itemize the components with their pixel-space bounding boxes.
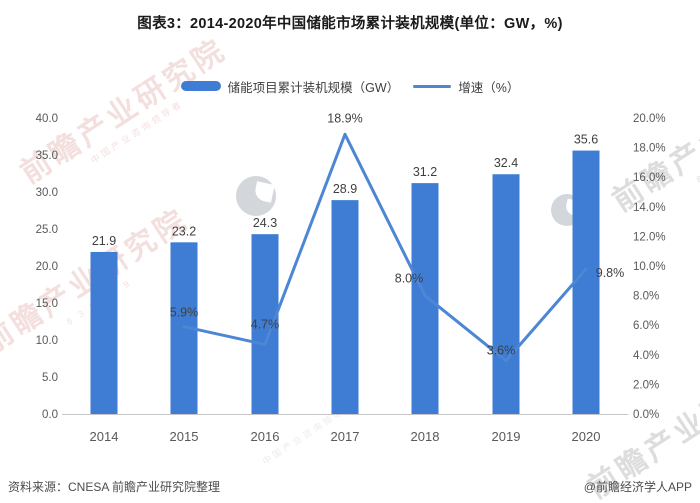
bar-value-label: 23.2	[172, 224, 196, 238]
line-value-label: 8.0%	[395, 272, 424, 286]
bar-value-label: 32.4	[494, 156, 518, 170]
bar	[411, 183, 439, 414]
chart-canvas: 0.0 5.0 10.0 15.0 20.0 25.0 30.0 35.0 40.0 0.0% 2.…	[36, 111, 666, 444]
x-axis-label: 2018	[411, 429, 440, 444]
line-value-label: 5.9%	[170, 306, 199, 320]
credit-note: @前瞻经济学人APP	[583, 480, 692, 494]
left-axis-tick: 0.0	[42, 409, 58, 421]
left-axis-tick: 40.0	[36, 113, 58, 125]
legend-item-bar-series: 储能项目累计装机规模（GW）	[180, 77, 400, 96]
chart-legend: 储能项目累计装机规模（GW） 增速（%）	[0, 76, 700, 96]
bar	[90, 251, 118, 414]
line-value-label: 3.6%	[487, 344, 516, 358]
bar	[331, 200, 359, 414]
bar-value-label: 31.2	[413, 165, 437, 179]
left-axis-tick: 35.0	[36, 150, 58, 162]
right-axis-tick: 2.0%	[633, 379, 659, 391]
bar-value-label: 35.6	[574, 133, 598, 147]
bar-value-label: 24.3	[253, 216, 277, 230]
line-value-label: 9.8%	[596, 266, 625, 280]
right-axis-tick: 4.0%	[633, 350, 659, 362]
x-axis-label: 2019	[492, 429, 521, 444]
line-series-swatch-icon	[413, 84, 452, 88]
right-axis-tick: 16.0%	[633, 172, 666, 184]
bar-series-swatch-icon	[180, 81, 221, 91]
right-axis-tick: 0.0%	[633, 409, 659, 421]
legend-label: 储能项目累计装机规模（GW）	[227, 80, 400, 95]
right-axis-tick: 12.0%	[633, 231, 666, 243]
right-axis-tick: 6.0%	[633, 320, 659, 332]
growth-line	[182, 132, 588, 363]
left-axis-tick: 5.0	[42, 372, 58, 384]
legend-item-line-series: 增速（%）	[413, 77, 519, 96]
left-axis-tick: 15.0	[36, 298, 58, 310]
left-axis-tick: 10.0	[36, 335, 58, 347]
right-axis-tick: 8.0%	[633, 291, 659, 303]
legend-label: 增速（%）	[458, 80, 520, 95]
x-axis-label: 2016	[251, 429, 280, 444]
right-axis-tick: 14.0%	[633, 202, 666, 214]
right-axis-tick: 20.0%	[633, 113, 666, 125]
bar-value-label: 28.9	[333, 182, 357, 196]
x-axis-label: 2014	[90, 429, 119, 444]
right-axis-tick: 10.0%	[633, 261, 666, 273]
bar	[572, 150, 600, 414]
bar	[492, 174, 520, 414]
x-axis-label: 2020	[572, 429, 601, 444]
x-axis-label: 2017	[331, 429, 360, 444]
x-axis-label: 2015	[170, 429, 199, 444]
left-axis-tick: 25.0	[36, 224, 58, 236]
chart-title: 图表3：2014-2020年中国储能市场累计装机规模(单位：GW，%)	[137, 16, 563, 32]
bar-value-label: 21.9	[92, 234, 116, 248]
source-note: 资料来源：CNESA 前瞻产业研究院整理	[8, 480, 221, 494]
left-axis-tick: 30.0	[36, 187, 58, 199]
right-axis-tick: 18.0%	[633, 143, 666, 155]
line-value-label: 4.7%	[251, 317, 280, 331]
line-value-label: 18.9%	[327, 111, 362, 125]
left-axis-tick: 20.0	[36, 261, 58, 273]
